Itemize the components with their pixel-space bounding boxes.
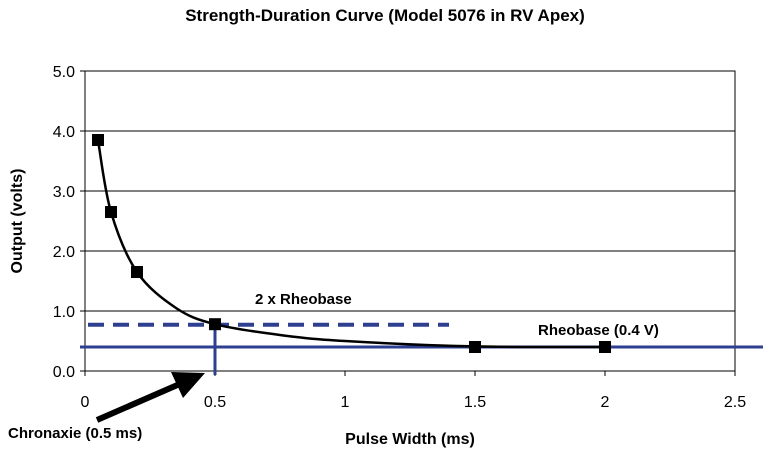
chronaxie-arrow: [95, 372, 205, 423]
data-point: [131, 266, 143, 278]
x-tick-label: 0: [81, 394, 90, 411]
y-tick-label: 1.0: [53, 304, 75, 321]
x-tick-label: 0.5: [204, 394, 226, 411]
x-tick-label: 2: [601, 394, 610, 411]
y-tick-label: 5.0: [53, 64, 75, 81]
y-tick-label: 4.0: [53, 124, 75, 141]
reference-lines: [80, 322, 763, 375]
x-tick-label: 2.5: [724, 394, 746, 411]
y-tick-label: 2.0: [53, 244, 75, 261]
data-point: [209, 318, 221, 331]
x-tick-label: 1.5: [464, 394, 486, 411]
y-axis-title: Output (volts): [9, 169, 26, 274]
chronaxie-label: Chronaxie (0.5 ms): [8, 425, 142, 442]
data-point: [469, 341, 481, 353]
y-axis-ticks: 0.0 1.0 2.0 3.0 4.0 5.0: [53, 64, 85, 381]
chart-title: Strength-Duration Curve (Model 5076 in R…: [185, 6, 585, 25]
chronaxie-arrow-shaft: [95, 380, 184, 423]
plot-area: [84, 70, 736, 372]
x-axis-title: Pulse Width (ms): [345, 431, 475, 448]
chronaxie-arrow-head: [171, 372, 205, 398]
y-tick-label: 0.0: [53, 364, 75, 381]
y-tick-label: 3.0: [53, 184, 75, 201]
data-point: [105, 206, 117, 218]
two-x-rheobase-label: 2 x Rheobase: [255, 291, 352, 308]
gridlines: [85, 130, 735, 312]
data-point: [599, 341, 611, 353]
x-axis-ticks: 0 0.5 1 1.5 2 2.5: [81, 371, 746, 411]
x-tick-label: 1: [341, 394, 350, 411]
rheobase-label: Rheobase (0.4 V): [538, 322, 659, 339]
data-points: [92, 134, 611, 353]
data-point: [92, 134, 104, 146]
